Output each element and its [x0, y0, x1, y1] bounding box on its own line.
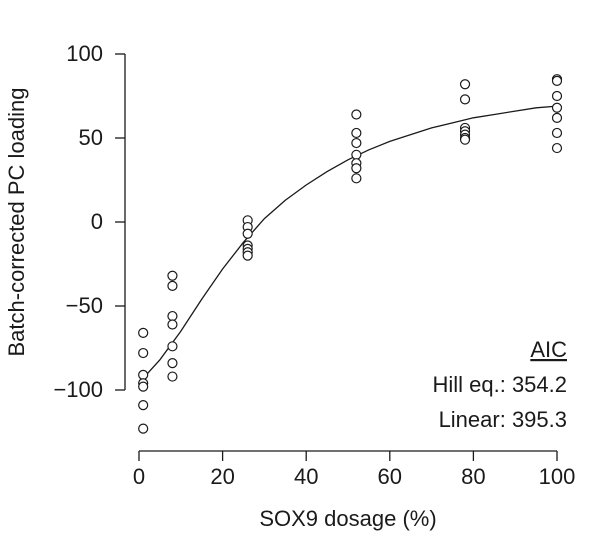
data-point	[551, 102, 563, 113]
aic-heading: AIC	[530, 337, 567, 362]
y-tick-label: 0	[91, 209, 103, 234]
data-point	[167, 319, 178, 330]
x-tick-label: 80	[461, 464, 485, 489]
data-point	[138, 327, 149, 338]
y-tick-label: 50	[79, 125, 103, 150]
data-point	[459, 134, 471, 145]
data-point	[351, 173, 362, 184]
x-tick-label: 0	[133, 464, 145, 489]
data-point	[551, 127, 563, 139]
x-tick-label: 60	[378, 464, 402, 489]
data-point	[551, 112, 563, 123]
data-point	[551, 75, 563, 86]
data-point	[551, 142, 563, 154]
y-axis-ticks: 100 50 0 −50 −100	[53, 41, 125, 402]
data-point	[351, 149, 362, 160]
x-tick-label: 20	[210, 464, 234, 489]
data-point	[138, 347, 149, 359]
data-point	[167, 280, 178, 291]
data-point	[351, 109, 362, 120]
data-point	[138, 369, 149, 380]
y-tick-label: −100	[53, 377, 103, 402]
data-point	[138, 400, 149, 411]
x-axis-ticks: 0 20 40 60 80 100	[133, 451, 575, 489]
data-point	[351, 163, 362, 174]
data-point	[167, 341, 178, 352]
data-point	[351, 137, 362, 149]
aic-linear: Linear: 395.3	[439, 407, 567, 432]
x-axis-label: SOX9 dosage (%)	[259, 506, 436, 531]
x-tick-label: 100	[539, 464, 576, 489]
y-axis-label: Batch-corrected PC loading	[4, 87, 29, 356]
y-tick-label: −50	[66, 293, 103, 318]
data-point	[551, 90, 563, 102]
x-tick-label: 40	[294, 464, 318, 489]
data-point	[167, 270, 178, 281]
data-point	[138, 381, 149, 392]
data-point	[459, 94, 471, 105]
aic-hill: Hill eq.: 354.2	[432, 372, 567, 397]
y-tick-label: 100	[66, 41, 103, 66]
data-point	[138, 423, 149, 434]
data-point	[167, 310, 178, 322]
data-points	[138, 74, 563, 434]
data-point	[167, 371, 178, 382]
data-point	[167, 358, 178, 369]
data-point	[459, 79, 471, 90]
hill-fit-curve	[142, 105, 558, 379]
data-point	[242, 250, 253, 261]
data-point	[242, 228, 253, 239]
data-point	[351, 127, 362, 139]
